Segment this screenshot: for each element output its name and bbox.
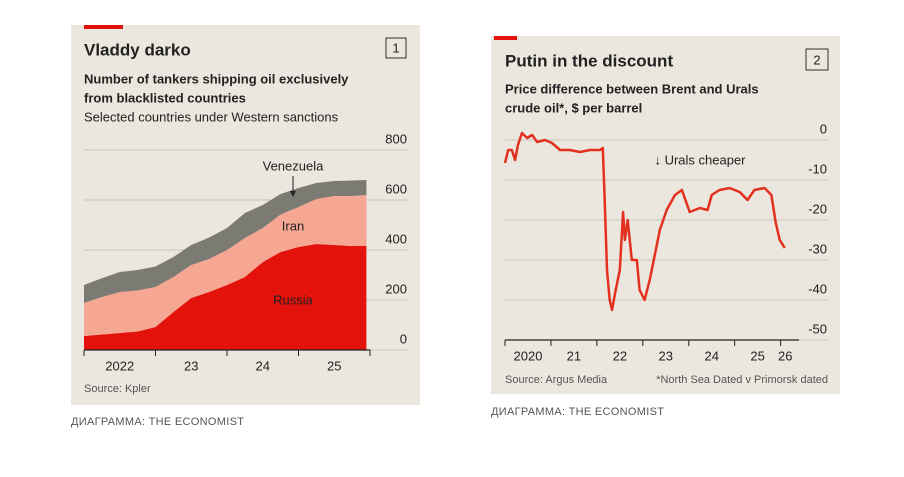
x-tick-label: 26: [778, 348, 792, 363]
x-tick-label: 21: [567, 348, 581, 363]
line: [503, 131, 786, 312]
badge: 1: [392, 40, 399, 55]
x-tick-label: 23: [659, 348, 673, 363]
x-tick-label: 2022: [105, 358, 134, 373]
source: Source: Argus Media: [505, 374, 608, 386]
y-tick-label: 200: [385, 281, 407, 296]
y-tick-label: -30: [808, 241, 827, 256]
chart-title: Vladdy darko: [84, 40, 191, 59]
series-label: Iran: [282, 218, 304, 233]
badge-box: [385, 37, 407, 59]
y-tick-label: -40: [808, 281, 827, 296]
area: [84, 244, 367, 350]
source: Source: Kpler: [84, 383, 151, 395]
y-tick-label: 800: [385, 131, 407, 146]
x-tick-label: 2020: [514, 348, 543, 363]
subtitle: crude oil*, $ per barrel: [505, 100, 642, 115]
x-tick-label: 22: [613, 348, 627, 363]
arrow-head: [290, 191, 296, 197]
y-tick-label: -50: [808, 321, 827, 336]
y-tick-label: -20: [808, 201, 827, 216]
red-tab: [84, 25, 123, 29]
area: [84, 195, 367, 336]
chart-title: Putin in the discount: [505, 51, 673, 70]
subtitle: Price difference between Brent and Urals: [505, 81, 759, 96]
y-tick-label: -10: [808, 161, 827, 176]
y-tick-label: 600: [385, 181, 407, 196]
subtitle: Selected countries under Western sanctio…: [84, 109, 339, 124]
note: *North Sea Dated v Primorsk dated: [656, 374, 828, 386]
area: [84, 180, 367, 303]
y-tick-label: 0: [400, 331, 407, 346]
y-tick-label: 0: [820, 121, 827, 136]
x-tick-label: 23: [184, 358, 198, 373]
caption: ДИАГРАММА: THE ECONOMIST: [71, 416, 244, 428]
y-tick-label: 400: [385, 231, 407, 246]
series-label: Russia: [273, 292, 314, 307]
series-label: Venezuela: [263, 158, 324, 173]
subtitle: Number of tankers shipping oil exclusive…: [84, 71, 349, 86]
caption: ДИАГРАММА: THE ECONOMIST: [491, 406, 664, 418]
badge-box: [805, 48, 829, 71]
red-tab: [494, 36, 517, 40]
x-tick-label: 25: [750, 348, 764, 363]
badge: 2: [813, 52, 820, 67]
x-tick-label: 24: [256, 358, 270, 373]
subtitle: from blacklisted countries: [84, 90, 246, 105]
x-tick-label: 25: [327, 358, 341, 373]
annotation: ↓ Urals cheaper: [654, 152, 746, 167]
x-tick-label: 24: [704, 348, 718, 363]
